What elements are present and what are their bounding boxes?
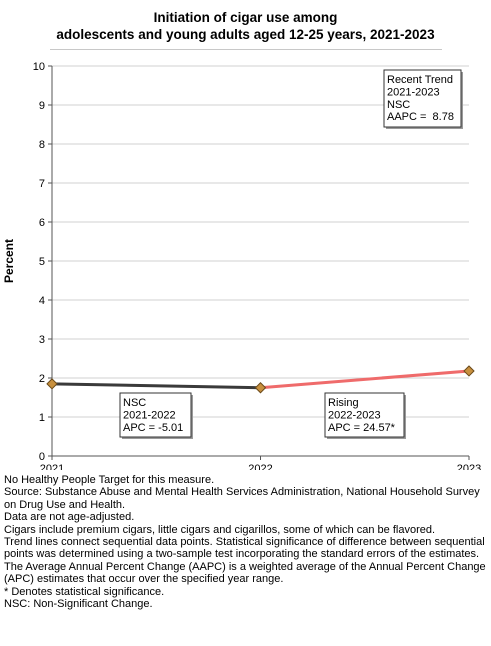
annotation-box-segment-1 bbox=[119, 392, 192, 438]
title-divider bbox=[50, 49, 442, 50]
trend-lines bbox=[50, 369, 471, 390]
chart-title-line-2: adolescents and young adults aged 12-25 … bbox=[56, 27, 435, 42]
annotation-text-segment-1: 2021-2022 bbox=[123, 409, 176, 421]
chart-title: Initiation of cigar use among adolescent… bbox=[0, 9, 491, 43]
y-tick-label: 6 bbox=[39, 217, 45, 229]
footnote-1: No Healthy People Target for this measur… bbox=[4, 474, 215, 486]
chart-title-line-1: Initiation of cigar use among bbox=[153, 10, 338, 25]
footnote-5: Trend lines connect sequential data poin… bbox=[4, 536, 485, 561]
annotation-text-segment-2: Rising bbox=[328, 397, 359, 409]
y-tick-label: 2 bbox=[39, 373, 45, 385]
data-point-2023 bbox=[463, 365, 475, 377]
annotation-box-segment-2 bbox=[324, 392, 405, 438]
footnote-6: The Average Annual Percent Change (AAPC)… bbox=[4, 560, 486, 586]
y-tick-label: 3 bbox=[39, 334, 45, 346]
y-tick-label: 8 bbox=[39, 139, 45, 151]
data-markers bbox=[46, 365, 475, 394]
footnote-3: Data are not age-adjusted. bbox=[4, 511, 135, 524]
y-tick-label: 7 bbox=[39, 178, 45, 190]
trend-segment-2 bbox=[259, 369, 471, 390]
data-point-2021 bbox=[46, 378, 58, 390]
axes bbox=[48, 65, 470, 460]
y-tick-label: 10 bbox=[33, 61, 45, 73]
y-axis-title: Percent bbox=[2, 239, 16, 283]
x-tick-label: 2023 bbox=[457, 463, 481, 470]
trend-segment-1 bbox=[50, 382, 262, 390]
y-tick-label: 4 bbox=[39, 295, 45, 307]
y-tick-label: 9 bbox=[39, 100, 45, 112]
x-tick-label: 2021 bbox=[40, 463, 64, 470]
y-tick-label: 1 bbox=[39, 412, 45, 424]
footnote-7: * Denotes statistical significance. bbox=[4, 585, 165, 598]
footnotes: No Healthy People Target for this measur… bbox=[4, 474, 490, 610]
data-point-2022 bbox=[254, 382, 267, 394]
annotation-box-recent-trend bbox=[383, 69, 462, 128]
footnote-8: NSC: Non-Significant Change. bbox=[4, 598, 153, 611]
footnote-4: Cigars include premium cigars, little ci… bbox=[4, 523, 436, 536]
annotation-text-recent-trend: AAPC = 8.78 bbox=[387, 111, 454, 123]
annotation-text-recent-trend: NSC bbox=[387, 99, 410, 111]
y-tick-label: 5 bbox=[39, 256, 45, 268]
footnote-2: Source: Substance Abuse and Mental Healt… bbox=[4, 486, 480, 511]
annotation-text-recent-trend: Recent Trend bbox=[387, 74, 453, 86]
axis-labels: 012345678910202120222023YearPercent bbox=[2, 61, 481, 470]
annotation-text-segment-1: APC = -5.01 bbox=[123, 422, 183, 434]
annotation-text-segment-2: 2022-2023 bbox=[328, 409, 381, 421]
annotation-text-segment-2: APC = 24.57* bbox=[328, 422, 396, 434]
annotation-text-recent-trend: 2021-2023 bbox=[387, 86, 440, 98]
y-tick-label: 0 bbox=[39, 451, 45, 463]
x-tick-label: 2022 bbox=[248, 463, 272, 470]
annotation-text-segment-1: NSC bbox=[123, 397, 146, 409]
